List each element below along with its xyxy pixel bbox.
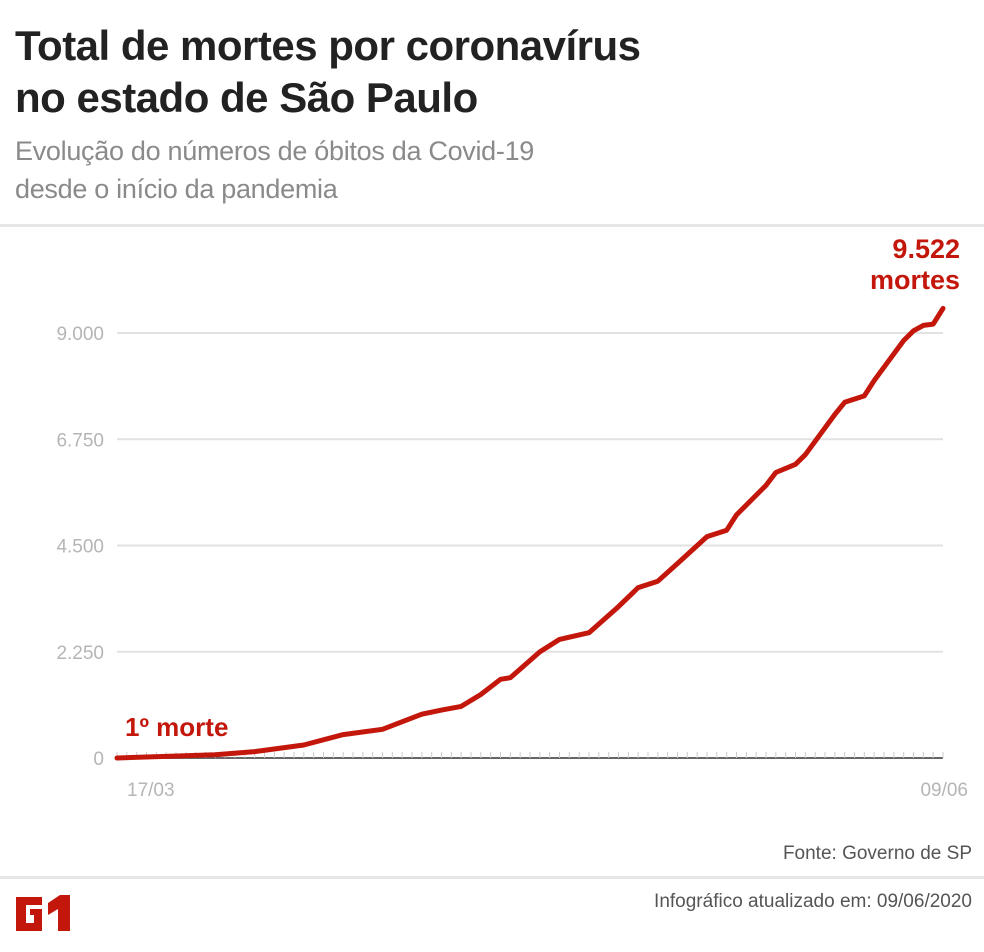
line-chart: 0 2.250 4.500 6.750 9.000 17/03 09/06 1º mort… [56,234,968,801]
gridlines [117,332,943,653]
title-line-2: no estado de São Paulo [15,74,478,121]
source-note: Fonte: Governo de SP [782,843,972,864]
y-tick-label: 4.500 [56,537,104,558]
subtitle-line-2: desde o início da pandemia [15,174,338,204]
header-divider [0,224,984,227]
chart-subtitle: Evolução do números de óbitos da Covid-1… [15,132,534,208]
title-line-1: Total de mortes por coronavírus [15,22,641,69]
end-value-annotation: 9.522 [892,234,960,264]
x-tick-label: 09/06 [920,780,968,801]
y-tick-label: 2.250 [56,643,104,664]
y-tick-label: 0 [93,749,104,770]
deaths-series-line [114,305,946,761]
x-tick-label: 17/03 [127,780,175,801]
footer-divider [0,876,984,879]
updated-note: Infográfico atualizado em: 09/06/2020 [654,891,972,912]
y-tick-label: 9.000 [56,324,104,345]
subtitle-line-1: Evolução do números de óbitos da Covid-1… [15,136,535,166]
first-death-annotation: 1º morte [125,712,228,742]
y-tick-labels: 0 2.250 4.500 6.750 9.000 [56,324,104,770]
g1-logo [16,895,70,931]
x-tick-labels: 17/03 09/06 [127,780,968,801]
y-tick-label: 6.750 [56,430,104,451]
end-unit-annotation: mortes [870,265,960,295]
chart-title: Total de mortes por coronavírus no estad… [15,20,641,124]
